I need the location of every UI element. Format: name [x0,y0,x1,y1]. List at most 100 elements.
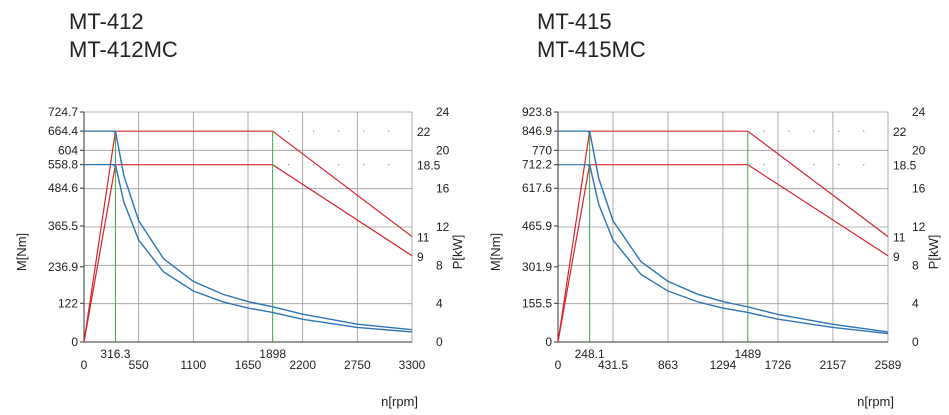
y-tick-label: 558.8 [48,158,78,172]
y-axis-label-right: P[kW] [450,235,465,270]
x-tick-label: 0 [555,358,562,372]
y-right-tick-label: 0 [912,335,919,349]
power-dot-marker [338,130,340,132]
power-curve [83,164,413,343]
y-right-special-label: 9 [893,250,900,264]
power-dot-marker [788,130,790,132]
x-tick-label: 3300 [399,358,426,372]
y-tick-label: 0 [71,335,78,349]
torque-corner [587,130,591,134]
x-tick-label: 1726 [765,358,792,372]
y-tick-label: 664.4 [48,124,78,138]
y-right-tick-label: 8 [436,258,443,272]
power-dot-marker [838,130,840,132]
y-right-tick-label: 20 [436,143,450,157]
x-tick-label: 431.5 [598,358,628,372]
y-tick-label: 724.7 [48,105,78,119]
power-dot-marker [313,164,315,166]
power-dot-marker [863,164,865,166]
power-curve [557,130,889,343]
x-tick-label: 550 [129,358,149,372]
y-right-special-label: 18.5 [417,159,441,173]
chart-panel-mt415: MT-415 MT-415MC 0 155.5 301.9 465.9 617.6 712… [474,0,948,415]
y-right-special-label: 18.5 [893,159,917,173]
power-dot-marker [788,164,790,166]
power-dot-marker [838,164,840,166]
power-dot-marker [813,164,815,166]
y-tick-label: 365.5 [48,219,78,233]
y-tick-label: 846.9 [522,124,552,138]
power-dot-marker [313,130,315,132]
x-tick-label: 2589 [875,358,902,372]
power-dot-marker [388,164,390,166]
x-special-tick-label: 316.3 [100,347,130,361]
torque-curve [588,164,889,335]
power-dot-marker [763,130,765,132]
x-tick-label: 2157 [820,358,847,372]
x-axis-label: n[rpm] [381,394,418,409]
power-dot-marker [763,164,765,166]
torque-corner [587,164,591,168]
y-tick-label: 923.8 [522,105,552,119]
power-dot-marker [288,164,290,166]
y-right-tick-label: 24 [912,105,926,119]
y-tick-label: 770 [532,143,552,157]
x-tick-label: 863 [658,358,678,372]
x-axis-label: n[rpm] [857,394,894,409]
x-special-tick-label: 1489 [734,347,761,361]
model-name: MT-412 [69,9,144,34]
y-right-tick-label: 12 [912,220,926,234]
model-name: MT-415 [537,9,612,34]
y-right-special-label: 9 [417,250,424,264]
y-tick-label: 712.2 [522,158,552,172]
y-right-special-label: 22 [417,125,431,139]
y-right-tick-label: 4 [912,297,919,311]
x-tick-label: 0 [81,358,88,372]
y-right-tick-label: 8 [912,258,919,272]
y-tick-label: 301.9 [522,260,552,274]
torque-curve [588,131,889,333]
model-title: MT-415 MT-415MC [537,8,646,64]
y-right-special-label: 22 [893,125,907,139]
y-tick-label: 465.9 [522,219,552,233]
x-tick-label: 1650 [235,358,262,372]
y-right-tick-label: 12 [436,220,450,234]
y-right-tick-label: 24 [436,105,450,119]
model-name-mc: MT-415MC [537,37,646,62]
x-tick-label: 1294 [710,358,737,372]
torque-curve [114,164,413,333]
power-curve [83,130,413,343]
x-tick-label: 2200 [289,358,316,372]
y-right-tick-label: 16 [912,182,926,196]
y-tick-label: 236.9 [48,260,78,274]
chart-panel-mt412: MT-412 MT-412MC 0 122 236.9 365.5 484.6 558.8… [0,0,474,415]
power-dot-marker [388,130,390,132]
y-right-special-label: 11 [893,231,906,245]
torque-curve [114,131,413,331]
y-axis-label-left: M[Nm] [14,233,29,271]
power-dot-marker [363,130,365,132]
power-curve [557,164,889,343]
x-special-tick-label: 1898 [259,347,286,361]
y-tick-label: 604 [58,143,78,157]
power-dot-marker [813,130,815,132]
x-special-tick-label: 248.1 [575,347,605,361]
y-tick-label: 484.6 [48,181,78,195]
power-dot-marker [338,164,340,166]
power-dot-marker [363,164,365,166]
x-tick-label: 2750 [344,358,371,372]
y-right-tick-label: 16 [436,182,450,196]
power-dot-marker [288,130,290,132]
y-right-tick-label: 0 [436,335,443,349]
y-tick-label: 617.6 [522,181,552,195]
y-right-tick-label: 20 [912,143,926,157]
y-right-tick-label: 4 [436,297,443,311]
model-name-mc: MT-412MC [69,37,178,62]
torque-corner [113,130,116,134]
y-axis-label-right: P[kW] [926,235,941,270]
y-tick-label: 122 [58,296,78,310]
power-dot-marker [863,130,865,132]
torque-corner [113,164,116,168]
